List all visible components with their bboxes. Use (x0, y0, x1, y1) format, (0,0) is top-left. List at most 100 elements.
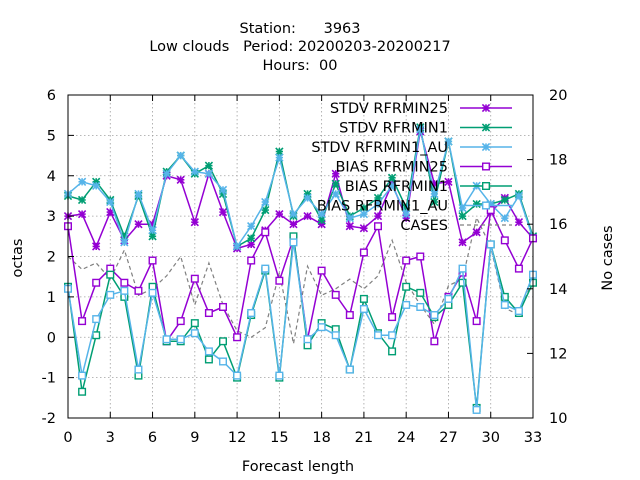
data-point (482, 181, 491, 190)
series-line (67, 129, 534, 249)
data-point (134, 220, 143, 229)
data-point (176, 317, 185, 326)
point-square (482, 162, 491, 171)
data-point (92, 278, 101, 287)
legend-entry: STDV RFRMIN25 (330, 101, 512, 117)
data-point (387, 173, 397, 182)
data-point (472, 405, 481, 414)
series (63, 238, 538, 414)
y2-tick-label: 14 (549, 282, 567, 298)
data-point (204, 169, 214, 178)
data-point (500, 236, 509, 245)
data-point (275, 276, 284, 285)
point-square (430, 337, 439, 346)
point-square (486, 240, 495, 249)
data-point (247, 222, 256, 231)
data-point (190, 167, 199, 176)
data-point (204, 347, 213, 356)
data-point (416, 302, 425, 311)
data-point (232, 242, 242, 251)
legend-entry: BIAS RFRMIN25 (335, 160, 512, 176)
data-point (317, 266, 326, 275)
point-square (472, 405, 481, 414)
legend-entry: BIAS RFRMIN1_AU (317, 199, 512, 215)
data-point (162, 335, 171, 344)
data-point (402, 256, 411, 265)
data-point (176, 175, 185, 184)
data-point (331, 290, 340, 299)
point-square (388, 347, 397, 356)
x-tick-label: 6 (148, 430, 157, 446)
data-point (176, 335, 185, 344)
x-tick-label: 24 (397, 430, 415, 446)
y2-axis-label: No cases (600, 225, 616, 290)
data-point (430, 337, 439, 346)
data-point (218, 207, 228, 217)
data-point (78, 371, 87, 380)
data-point (514, 307, 523, 316)
data-point (387, 181, 397, 191)
data-point (247, 256, 256, 265)
point-square (472, 317, 481, 326)
title-line: Low clouds Period: 20200203-20200217 (149, 39, 450, 55)
data-point (261, 197, 270, 207)
data-point (247, 240, 256, 249)
data-point (247, 309, 256, 318)
data-point (120, 278, 129, 287)
series-line (67, 131, 534, 250)
x-tick-label: 0 (63, 430, 72, 446)
data-point (345, 213, 354, 223)
grid (68, 95, 533, 418)
series (67, 215, 534, 344)
point-square (78, 371, 87, 380)
data-point (317, 209, 326, 219)
series-line (67, 215, 534, 344)
data-point (275, 371, 284, 380)
data-point (444, 137, 453, 146)
data-point (190, 329, 199, 338)
data-point (162, 169, 171, 178)
y2-tick-label: 12 (549, 346, 567, 362)
data-point (444, 294, 453, 303)
point-square (78, 387, 87, 396)
data-point (486, 240, 495, 249)
data-point (345, 365, 354, 374)
data-point (77, 209, 87, 219)
legend-entry: STDV RFRMIN1 (339, 121, 512, 137)
data-point (331, 179, 340, 188)
point-square (148, 288, 157, 297)
y-tick-label: 2 (47, 250, 56, 266)
point-square (359, 294, 368, 303)
point-square (218, 357, 227, 366)
data-point (275, 153, 284, 162)
data-point (106, 270, 115, 279)
data-point (303, 335, 312, 344)
y2-tick-label: 10 (549, 411, 567, 427)
data-point (430, 197, 439, 207)
data-point (77, 195, 87, 205)
point-square (345, 311, 354, 320)
data-point (78, 317, 87, 326)
data-point (275, 209, 284, 219)
data-point (458, 278, 467, 287)
legend-label: STDV RFRMIN25 (330, 101, 448, 117)
point-square (388, 331, 397, 340)
series-line (67, 242, 534, 410)
legend-entry: CASES (400, 218, 512, 234)
data-point (317, 215, 326, 225)
data-point (218, 357, 227, 366)
data-point (261, 205, 270, 215)
point-square (92, 315, 101, 324)
data-point (204, 355, 213, 364)
data-point (233, 333, 242, 342)
series (63, 232, 538, 412)
point-square (106, 270, 115, 279)
y-tick-label: 4 (47, 169, 56, 185)
point-square (218, 337, 227, 346)
data-point (416, 252, 425, 261)
y2-tick-label: 18 (549, 153, 567, 169)
legend: STDV RFRMIN25 STDV RFRMIN1 STDV RFRMIN1_AU… (311, 101, 512, 234)
point-square (345, 365, 354, 374)
point-square (444, 294, 453, 303)
data-point (359, 224, 369, 233)
